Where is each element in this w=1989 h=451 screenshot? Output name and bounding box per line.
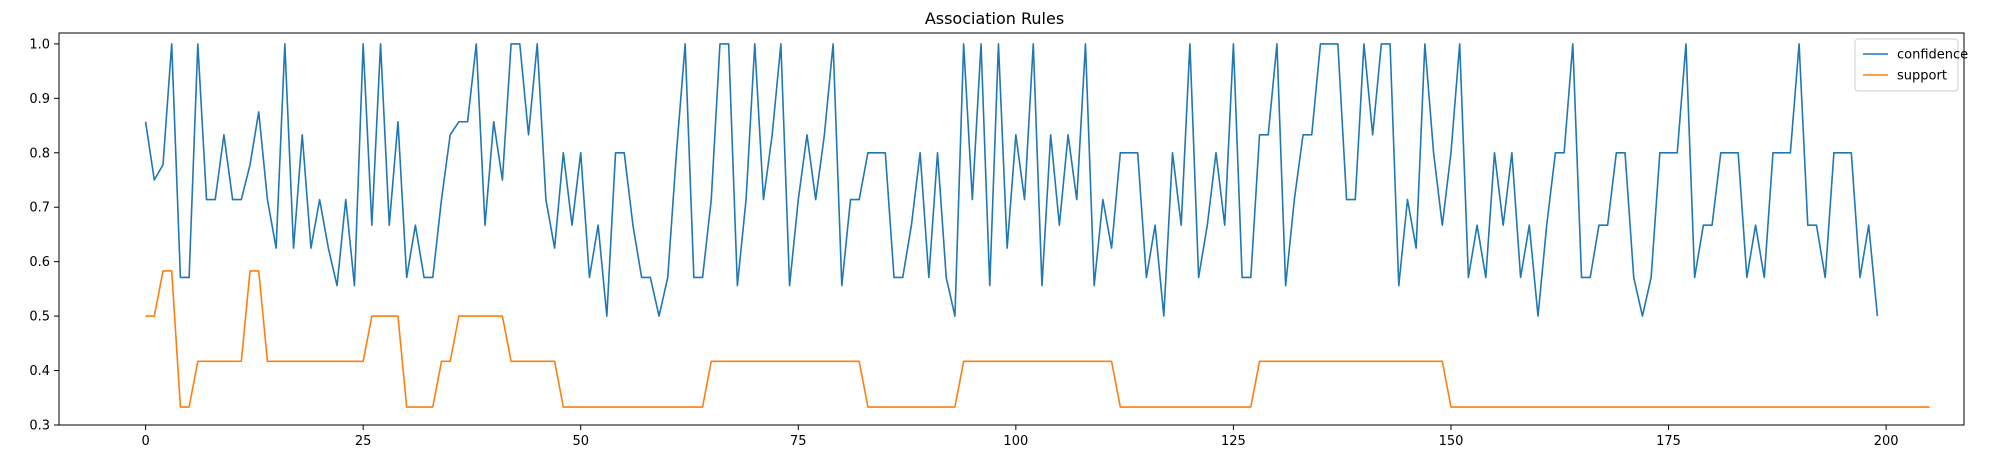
y-axis: 0.3 0.4 0.5 0.6 0.7 0.8 0.9 1.0 (29, 37, 59, 434)
chart-title: Association Rules (925, 9, 1064, 28)
series-line-support (145, 270, 1930, 408)
y-tick-label: 0.4 (29, 364, 50, 379)
series-line-confidence (144, 43, 1879, 317)
legend-label-confidence: confidence (1897, 48, 1968, 63)
x-tick-label: 125 (1221, 434, 1246, 449)
y-tick-label: 0.9 (29, 92, 50, 107)
legend-label-support: support (1897, 69, 1947, 84)
y-tick-label: 1.0 (29, 37, 50, 52)
y-tick-label: 0.5 (29, 310, 50, 325)
x-tick-label: 175 (1656, 434, 1681, 449)
x-axis: 0 25 50 75 100 125 150 175 200 (141, 425, 1899, 449)
y-tick-label: 0.8 (29, 146, 50, 161)
x-tick-label: 25 (355, 434, 372, 449)
legend: confidence support (1854, 38, 1968, 92)
series-layer (144, 43, 1930, 408)
legend-box (1854, 38, 1959, 92)
y-tick-label: 0.3 (29, 419, 50, 434)
y-tick-label: 0.6 (29, 255, 50, 270)
x-tick-label: 200 (1874, 434, 1899, 449)
x-tick-label: 0 (141, 434, 149, 449)
x-tick-label: 75 (790, 434, 807, 449)
x-tick-label: 50 (572, 434, 589, 449)
plot-area (58, 32, 1965, 426)
y-tick-label: 0.7 (29, 201, 50, 216)
x-tick-label: 100 (1003, 434, 1028, 449)
x-tick-label: 150 (1439, 434, 1464, 449)
axes-frame (58, 32, 1965, 426)
